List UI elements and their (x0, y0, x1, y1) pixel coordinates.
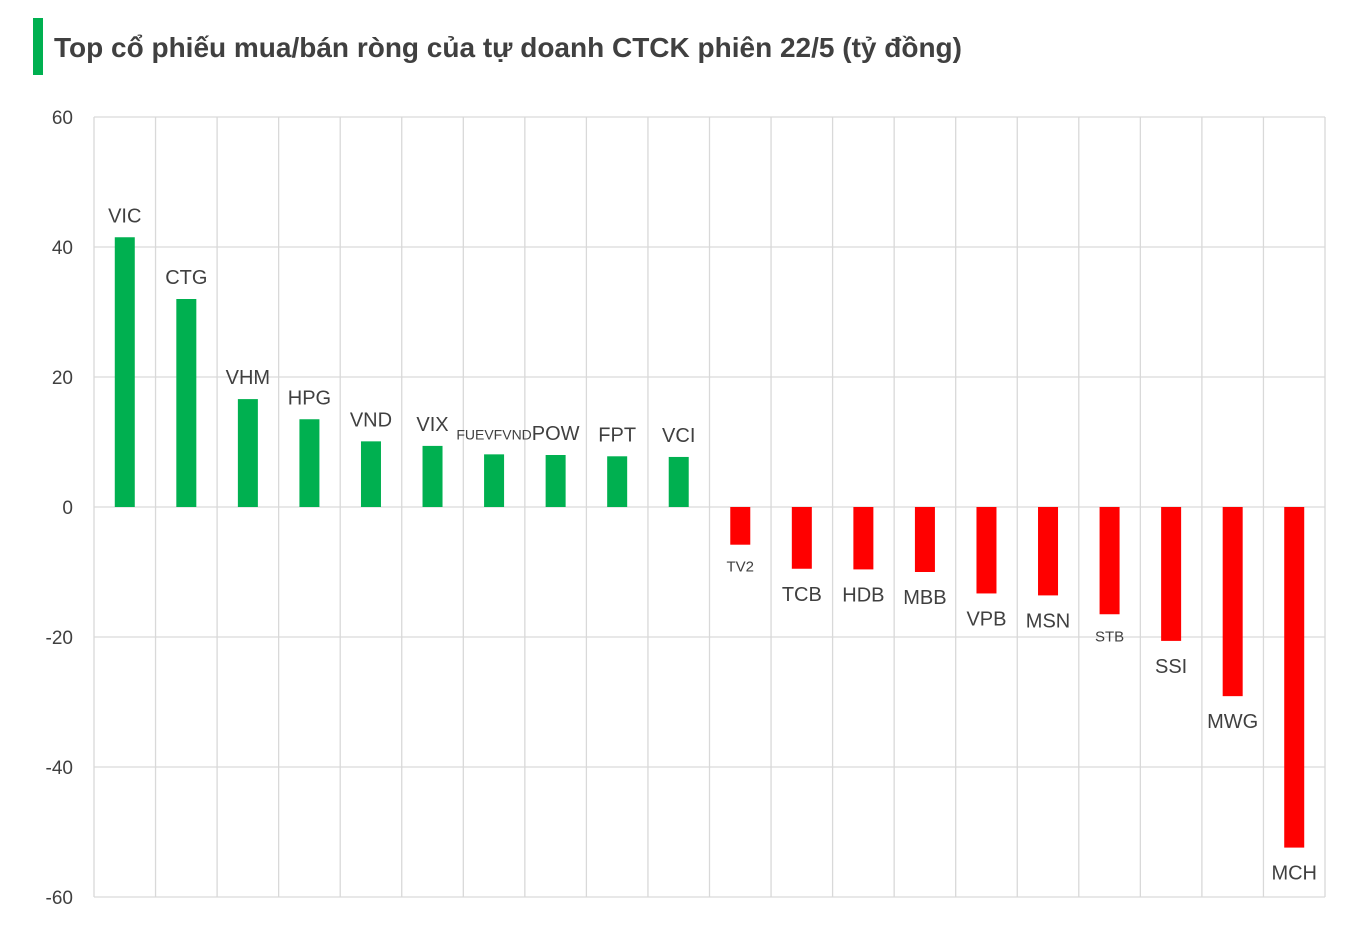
bar (730, 507, 751, 545)
bar-label: MCH (1271, 863, 1317, 885)
y-tick-label: 20 (52, 368, 73, 389)
bar (1284, 507, 1305, 848)
bar-label: POW (532, 423, 580, 445)
bar (299, 419, 320, 507)
bar (176, 299, 197, 507)
y-tick-label: -40 (46, 758, 73, 779)
bar-label: FPT (598, 424, 636, 446)
bar (484, 454, 505, 507)
bar-label: VPB (966, 608, 1006, 630)
y-tick-label: 40 (52, 238, 73, 259)
bar-label: VND (350, 409, 392, 431)
bar (545, 455, 566, 507)
bar-label: MWG (1207, 711, 1258, 733)
bar-label: VIX (416, 414, 448, 436)
bar (853, 507, 874, 570)
bar (791, 507, 812, 569)
chart-title: Top cổ phiếu mua/bán ròng của tự doanh C… (54, 32, 962, 63)
bar-label: CTG (165, 267, 207, 289)
y-tick-label: 60 (52, 108, 73, 129)
bar (1099, 507, 1120, 615)
bar-label: VCI (662, 425, 695, 447)
bar (1161, 507, 1182, 641)
bar (1038, 507, 1059, 596)
bar (668, 456, 689, 507)
y-tick-label: -20 (46, 628, 73, 649)
bar (607, 456, 628, 507)
bar (976, 507, 997, 594)
bar-label: TCB (782, 584, 822, 606)
bar-label: HPG (288, 387, 331, 409)
bar-label: MSN (1026, 610, 1070, 632)
bar (360, 441, 381, 507)
y-tick-label: -60 (46, 888, 73, 909)
bar-label: STB (1095, 628, 1124, 645)
bar (1222, 507, 1243, 697)
title-accent-bar (33, 18, 43, 75)
bar-label: TV2 (727, 559, 755, 576)
bar (422, 445, 443, 507)
bar (914, 507, 935, 572)
bar (114, 237, 135, 507)
bar-label: VIC (108, 205, 141, 227)
bar-label: MBB (903, 587, 946, 609)
bar-label: FUEVFVND (456, 426, 531, 442)
bar (237, 399, 258, 507)
y-tick-label: 0 (62, 498, 73, 519)
bar-label: SSI (1155, 656, 1187, 678)
bar-label: VHM (226, 367, 270, 389)
bar-label: HDB (842, 584, 884, 606)
